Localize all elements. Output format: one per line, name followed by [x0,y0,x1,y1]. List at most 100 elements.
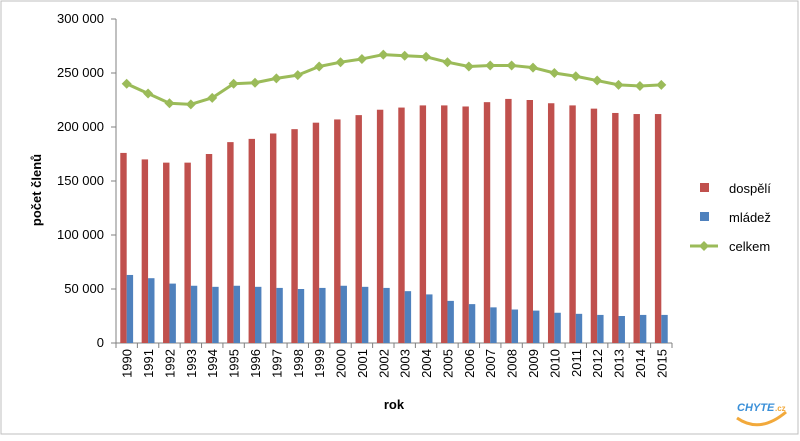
bar [184,162,191,343]
line-series-0 [121,49,667,110]
bar [569,105,576,344]
y-tick-label: 250 000 [57,65,104,80]
bar [276,287,283,343]
bar [269,133,277,343]
bar [639,314,647,343]
point-marker [356,53,367,64]
x-tick-label: 1998 [291,349,306,378]
y-tick-label: 300 000 [57,11,104,26]
bar [169,283,176,343]
legend-label: celkem [729,239,770,254]
x-axis-title: rok [384,397,405,412]
bar [612,112,619,344]
x-tick-label: 1991 [141,349,156,378]
point-marker [421,51,432,62]
bar [340,285,347,343]
point-marker [506,60,517,71]
bar [575,313,583,343]
bar [468,304,476,343]
bar [334,119,341,343]
x-tick-label: 2003 [398,349,413,378]
x-tick-label: 2007 [483,349,498,378]
x-tick-label: 1994 [205,349,220,378]
x-tick-label: 1993 [184,349,199,378]
point-marker [399,50,410,61]
point-marker [164,98,175,109]
legend-swatch [700,183,709,192]
bar [141,159,149,343]
bar [148,278,155,343]
y-tick-label: 200 000 [57,119,104,134]
bar [483,102,491,343]
legend-label: dospělí [729,181,771,196]
x-tick-label: 2005 [440,349,455,378]
point-marker [314,61,325,72]
bar-series-1 [126,274,668,343]
bar [312,122,320,344]
y-tick-label: 50 000 [64,281,104,296]
x-tick-label: 2000 [334,349,349,378]
bar [533,310,540,343]
bar [383,287,390,343]
bar [376,109,384,343]
point-marker [570,71,581,82]
point-marker [292,70,303,81]
x-tick-label: 2012 [590,349,605,378]
bar [654,114,662,343]
bar [212,286,219,343]
point-marker [485,60,496,71]
bar [547,103,555,344]
x-tick-label: 2013 [612,349,627,378]
bar [120,152,127,343]
bar [233,285,241,343]
point-marker [121,78,132,89]
point-marker [378,49,389,60]
x-tick-label: 2011 [569,349,584,377]
bar [661,314,668,343]
point-marker [656,79,667,90]
bar [490,307,497,343]
point-marker [442,57,453,68]
point-marker [143,88,154,99]
bar [618,316,625,343]
bar [419,105,427,344]
x-tick-label: 2014 [633,349,648,378]
legend-label: mládež [729,210,771,225]
x-tick-label: 2006 [462,349,477,378]
point-marker [549,68,560,78]
bar [526,100,533,343]
y-tick-label: 150 000 [57,173,104,188]
plot-area: 0 50 000 100 000 150 000 200 000 250 000 300 0… [57,11,673,378]
bar [590,108,598,343]
bar [163,162,170,343]
point-marker [250,77,260,88]
bar [126,274,134,343]
bar [227,142,234,343]
y-axis-title: počet členů [29,154,44,226]
point-marker [592,75,603,86]
bar [404,291,412,343]
point-marker [207,92,218,103]
y-tick-label: 0 [97,335,104,350]
bar [426,294,433,343]
bar [205,154,213,343]
x-tick-label: 2004 [419,349,434,378]
legend-swatch [700,212,709,221]
legend-marker [699,241,709,251]
bar [505,98,512,343]
bar-series-0 [120,98,662,344]
x-tick-label: 2008 [505,349,520,378]
svg-text:CHYTE: CHYTE [737,402,775,414]
bar [554,312,561,343]
x-tick-label: 1992 [162,349,177,378]
bar [361,286,369,343]
bar [255,286,262,343]
bar [633,114,640,343]
legend: dospělí mládež celkem [690,181,771,254]
x-tick-label: 2009 [526,349,541,378]
bar [398,107,405,343]
bar [248,138,255,343]
bar [355,115,362,344]
